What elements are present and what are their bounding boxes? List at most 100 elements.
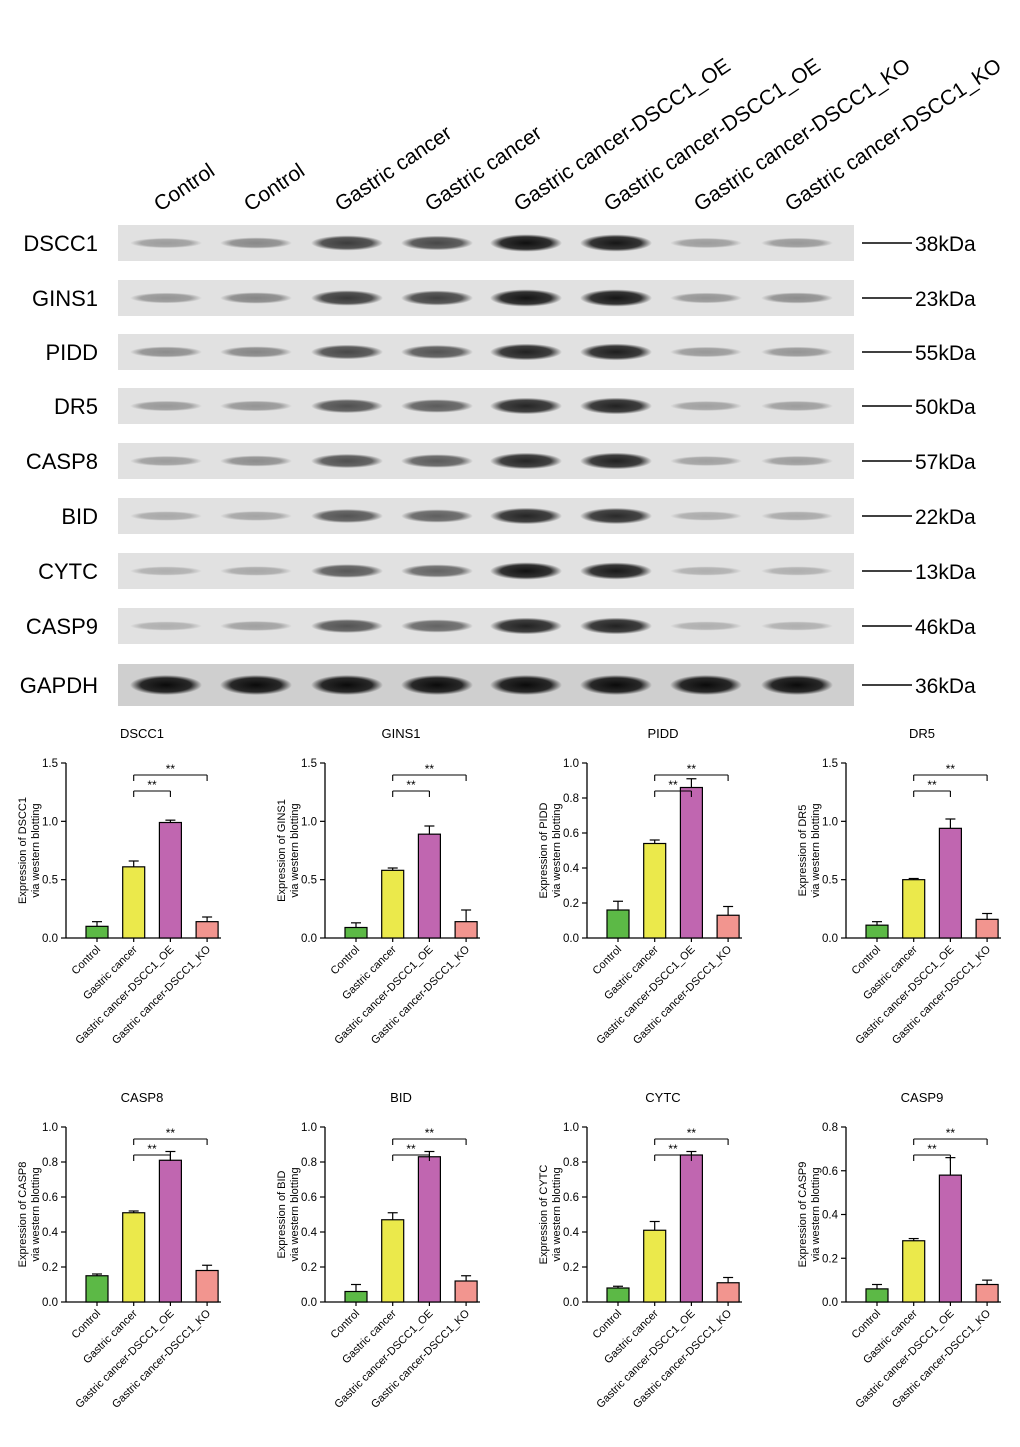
molecular-weight-label: 23kDa <box>915 288 976 311</box>
y-axis-label: via western blotting <box>30 1167 42 1261</box>
chart-title: CYTC <box>645 1090 680 1105</box>
bar <box>85 925 109 939</box>
protein-label: CASP8 <box>26 449 98 474</box>
molecular-weight-label: 36kDa <box>915 675 976 698</box>
bar <box>158 1159 182 1303</box>
y-tick-label: 0.8 <box>301 1157 317 1169</box>
significance-label: ** <box>946 762 956 776</box>
blot-band <box>670 456 742 466</box>
significance-label: ** <box>668 1142 678 1156</box>
y-tick-label: 1.0 <box>42 1122 58 1134</box>
y-tick-label: 0.4 <box>301 1227 318 1239</box>
bar <box>679 786 704 939</box>
bar <box>716 914 740 939</box>
bar <box>122 1212 146 1303</box>
blot-band <box>580 343 652 361</box>
y-tick-label: 0.5 <box>301 875 317 887</box>
lane-label: Control <box>150 159 219 216</box>
protein-label: DR5 <box>54 394 98 419</box>
protein-label: DSCC1 <box>23 231 98 256</box>
y-tick-label: 1.0 <box>301 816 317 828</box>
y-axis-label: via western blotting <box>289 803 301 897</box>
bar <box>902 879 926 939</box>
bar-chart-pidd: PIDD Expression of PIDD via western blotti… <box>538 726 742 1047</box>
blot-band <box>220 621 292 631</box>
y-tick-label: 1.0 <box>301 1122 317 1134</box>
blot-band <box>580 234 652 252</box>
y-axis-label: via western blotting <box>810 803 822 897</box>
y-axis-label: Expression of CYTC <box>538 1165 550 1265</box>
blot-band <box>490 617 562 635</box>
blot-band <box>580 397 652 415</box>
blot-band <box>490 289 562 307</box>
blot-band <box>580 452 652 470</box>
blot-band <box>401 564 473 578</box>
y-tick-label: 0.6 <box>563 828 579 840</box>
bar <box>938 827 963 939</box>
x-tick-label: Control <box>70 944 104 978</box>
blot-band <box>670 237 742 249</box>
blot-band <box>580 675 652 695</box>
y-tick-label: 1.5 <box>822 758 838 770</box>
bar <box>902 1240 926 1303</box>
y-axis-label: Expression of DR5 <box>797 805 809 897</box>
y-axis-label: via western blotting <box>551 1167 563 1261</box>
significance-label: ** <box>166 1126 176 1140</box>
bar-chart-casp8: CASP8 Expression of CASP8 via western blot… <box>17 1090 221 1411</box>
chart-title: PIDD <box>647 726 678 741</box>
significance-label: ** <box>406 1142 416 1156</box>
molecular-weight-label: 46kDa <box>915 616 976 639</box>
bar-chart-grid: DSCC1 Expression of DSCC1 via western blot… <box>0 715 1020 1442</box>
blot-band <box>490 675 562 695</box>
blot-band <box>670 511 742 521</box>
y-tick-label: 0.6 <box>563 1192 579 1204</box>
blot-band <box>761 675 833 695</box>
bar <box>865 924 889 939</box>
blot-band <box>401 675 473 695</box>
blot-band <box>401 454 473 468</box>
protein-label: BID <box>61 504 98 529</box>
y-tick-label: 1.5 <box>301 758 317 770</box>
y-tick-label: 0.2 <box>42 1262 58 1274</box>
blot-band <box>130 346 202 358</box>
protein-label: GAPDH <box>20 673 98 698</box>
bar <box>381 1219 405 1303</box>
blot-band <box>401 509 473 523</box>
y-tick-label: 1.0 <box>563 1122 579 1134</box>
blot-band <box>311 235 383 251</box>
bar <box>865 1288 889 1303</box>
bar <box>417 833 441 939</box>
blot-band <box>220 566 292 576</box>
blot-band <box>130 400 202 412</box>
blot-band <box>220 346 292 358</box>
y-tick-label: 0.8 <box>822 1122 838 1134</box>
molecular-weight-label: 22kDa <box>915 506 976 529</box>
significance-label: ** <box>668 778 678 792</box>
significance-label: ** <box>946 1126 956 1140</box>
blot-band <box>311 398 383 414</box>
molecular-weight-label: 50kDa <box>915 396 976 419</box>
bar-chart-dr5: DR5 Expression of DR5 via western blotting… <box>797 726 1001 1047</box>
y-tick-label: 1.0 <box>42 816 58 828</box>
y-axis-label: via western blotting <box>810 1167 822 1261</box>
blot-band <box>401 290 473 306</box>
bar <box>344 926 368 939</box>
lane-label: Control <box>240 159 309 216</box>
significance-label: ** <box>425 762 435 776</box>
bar <box>938 1174 963 1303</box>
blot-band <box>311 344 383 360</box>
blot-band <box>761 237 833 249</box>
blot-band <box>130 511 202 521</box>
significance-label: ** <box>927 778 937 792</box>
bar <box>679 1154 704 1303</box>
bar <box>85 1275 109 1303</box>
bar <box>606 1287 630 1303</box>
blot-band <box>311 509 383 523</box>
blot-band <box>220 237 292 249</box>
blot-band <box>220 400 292 412</box>
blot-band <box>670 401 742 411</box>
y-axis-label: Expression of PIDD <box>538 802 550 898</box>
blot-band <box>220 292 292 304</box>
bar <box>454 921 478 939</box>
